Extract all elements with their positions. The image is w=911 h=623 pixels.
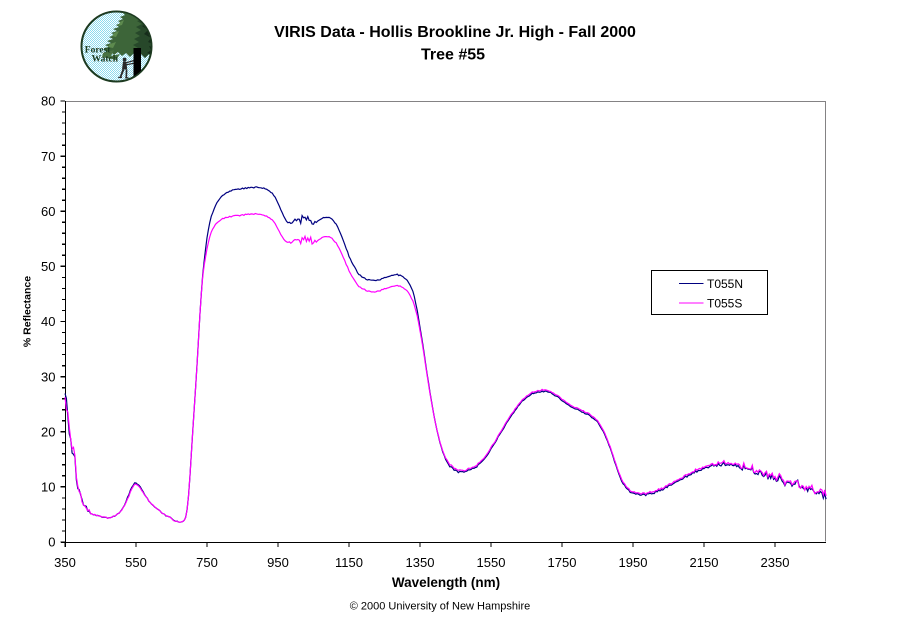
svg-text:750: 750: [196, 555, 218, 570]
svg-text:50: 50: [41, 259, 55, 274]
svg-text:1950: 1950: [619, 555, 648, 570]
svg-text:Wavelength (nm): Wavelength (nm): [392, 575, 500, 590]
svg-text:550: 550: [125, 555, 147, 570]
svg-text:70: 70: [41, 149, 55, 164]
svg-text:950: 950: [267, 555, 289, 570]
svg-text:0: 0: [48, 535, 55, 550]
svg-text:350: 350: [54, 555, 76, 570]
svg-text:80: 80: [41, 94, 55, 109]
svg-text:60: 60: [41, 204, 55, 219]
svg-text:1150: 1150: [335, 555, 363, 570]
svg-text:2150: 2150: [690, 555, 719, 570]
svg-text:10: 10: [41, 480, 55, 495]
svg-text:1550: 1550: [477, 555, 506, 570]
svg-text:Watch: Watch: [92, 54, 119, 64]
svg-text:Forest: Forest: [85, 45, 112, 55]
svg-text:VIRIS Data - Hollis Brookline: VIRIS Data - Hollis Brookline Jr. High -…: [274, 24, 636, 41]
svg-text:2350: 2350: [761, 555, 790, 570]
svg-text:1750: 1750: [548, 555, 577, 570]
svg-text:© 2000 University of New Hamps: © 2000 University of New Hampshire: [350, 601, 531, 613]
svg-text:T055S: T055S: [707, 297, 742, 311]
svg-text:40: 40: [41, 314, 55, 329]
svg-text:T055N: T055N: [707, 277, 743, 291]
svg-text:1350: 1350: [406, 555, 435, 570]
svg-text:20: 20: [41, 424, 55, 439]
svg-text:30: 30: [41, 369, 55, 384]
svg-text:Tree #55: Tree #55: [421, 47, 485, 64]
svg-text:% Reflectance: % Reflectance: [22, 276, 34, 347]
